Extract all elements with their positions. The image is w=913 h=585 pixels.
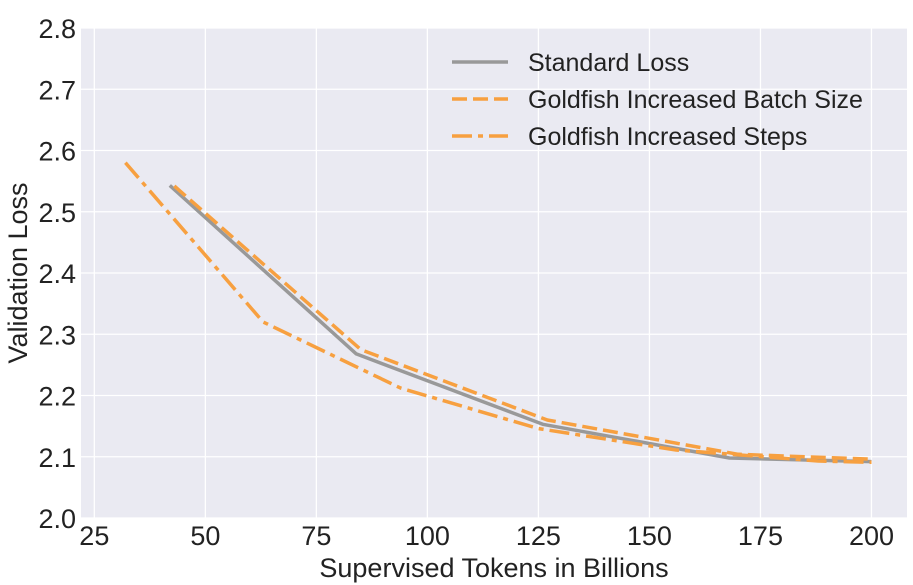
x-tick-labels: 25 50 75 100 125 150 175 200 <box>79 521 894 551</box>
y-tick-label-3: 2.3 <box>38 320 76 350</box>
y-tick-label-5: 2.5 <box>38 198 76 228</box>
series-line-1 <box>173 184 872 461</box>
y-tick-label-1: 2.1 <box>38 443 76 473</box>
x-tick-label-7: 200 <box>849 521 894 551</box>
y-tick-label-6: 2.6 <box>38 137 76 167</box>
y-tick-label-7: 2.7 <box>38 75 76 105</box>
y-tick-label-2: 2.2 <box>38 382 76 412</box>
x-tick-label-1: 50 <box>190 521 220 551</box>
y-tick-label-0: 2.0 <box>38 504 76 534</box>
x-tick-label-2: 75 <box>301 521 331 551</box>
series-line-2 <box>124 161 872 465</box>
y-axis-label: Validation Loss <box>3 182 33 363</box>
legend: Standard Loss Goldfish Increased Batch Si… <box>452 49 863 151</box>
y-tick-label-8: 2.8 <box>38 14 76 44</box>
x-tick-label-0: 25 <box>79 521 109 551</box>
x-tick-label-5: 150 <box>627 521 672 551</box>
legend-label-2: Goldfish Increased Steps <box>528 123 807 151</box>
y-tick-label-4: 2.4 <box>38 259 76 289</box>
x-tick-label-3: 100 <box>405 521 450 551</box>
legend-label-1: Goldfish Increased Batch Size <box>528 86 863 114</box>
y-tick-labels: 2.0 2.1 2.2 2.3 2.4 2.5 2.6 2.7 2.8 <box>38 14 76 534</box>
series-group <box>124 161 872 465</box>
x-tick-label-6: 175 <box>738 521 783 551</box>
x-axis-label: Supervised Tokens in Billions <box>319 553 668 583</box>
x-tick-label-4: 125 <box>516 521 561 551</box>
legend-label-0: Standard Loss <box>528 49 689 77</box>
